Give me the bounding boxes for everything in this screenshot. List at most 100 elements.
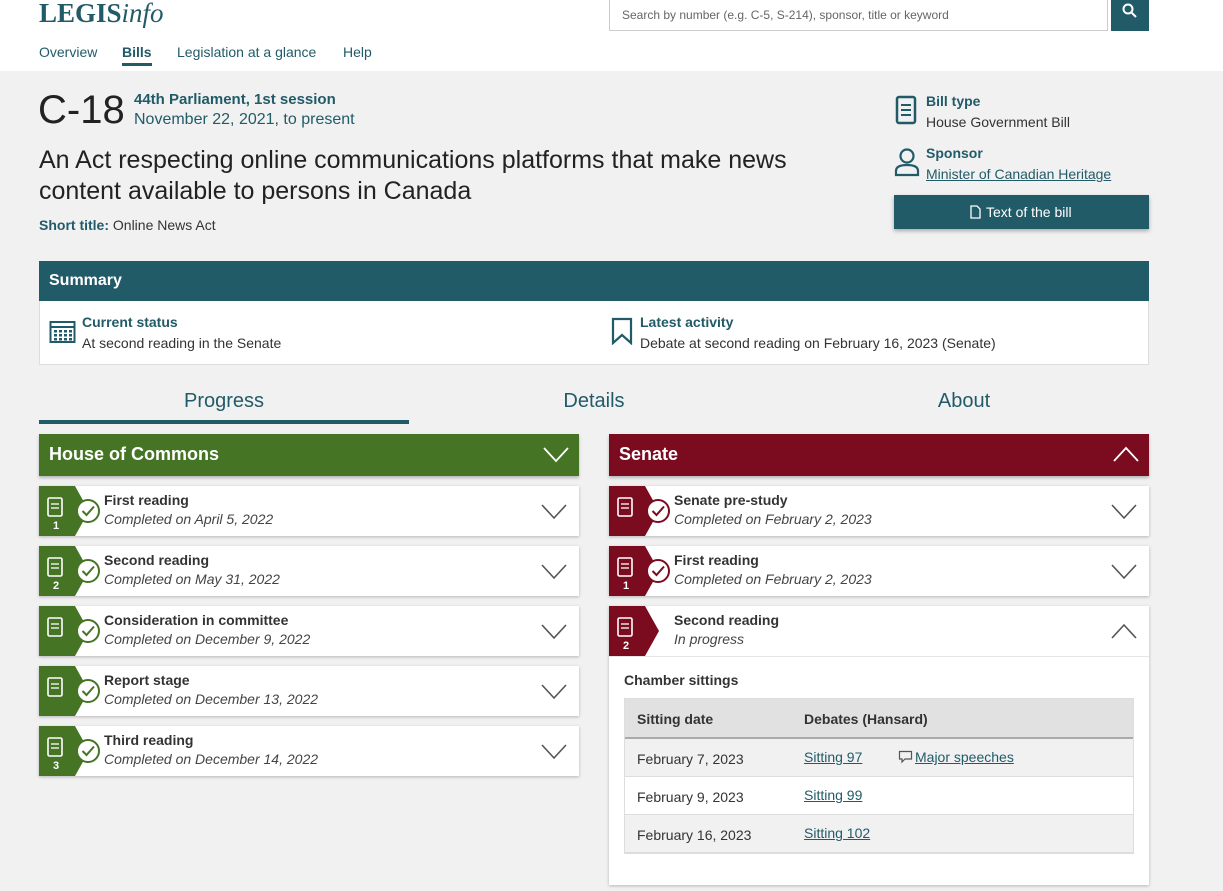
bill-title: An Act respecting online communications … [39, 146, 787, 205]
bill-type-icon [895, 95, 917, 125]
chamber-header[interactable]: Senate [609, 434, 1149, 476]
search-icon [1122, 3, 1137, 18]
sponsor-icon [894, 148, 920, 177]
stage-badge [39, 726, 100, 776]
stage-number: 2 [623, 640, 630, 652]
sponsor-label: Sponsor [926, 145, 983, 161]
stage-status: Completed on February 2, 2023 [674, 571, 872, 587]
stage-row[interactable]: Consideration in committee Completed on D… [39, 606, 579, 656]
current-status-label: Current status [82, 314, 178, 330]
session: 44th Parliament, 1st session [134, 91, 336, 108]
collapse-icon [1111, 623, 1137, 639]
latest-activity: Debate at second reading on February 16,… [640, 335, 996, 351]
stage-row[interactable]: 1 First reading Completed on April 5, 2022 [39, 486, 579, 536]
text-button[interactable]: Text of the bill [894, 195, 1149, 229]
collapse-icon [1113, 446, 1139, 462]
stage-title: First reading [104, 492, 189, 508]
tab[interactable]: About [937, 390, 991, 412]
stage-status: Completed on February 2, 2023 [674, 511, 872, 527]
text-button-label: Text of the bill [986, 204, 1072, 220]
nav-link[interactable]: Legislation at a glance [177, 44, 317, 60]
sitting-link[interactable]: Sitting 97 [804, 749, 863, 765]
chamber-title: Senate [619, 444, 679, 464]
stage-number: 1 [623, 580, 630, 592]
stage-row[interactable]: 2 Second reading In progress Chamber sittin… [609, 606, 1149, 885]
stage-number: 2 [53, 580, 60, 592]
stage-badge [39, 606, 100, 656]
logo-italic: info [121, 0, 164, 28]
short-title: Short title: Online News Act [39, 217, 216, 233]
stage-title: Report stage [104, 672, 190, 688]
sitting-date: February 9, 2023 [637, 789, 744, 805]
speeches-link[interactable]: Major speeches [915, 749, 1014, 765]
stage-row[interactable]: Senate pre-study Completed on February 2,… [609, 486, 1149, 536]
sitting-date: February 7, 2023 [637, 751, 744, 767]
short-title-label: Short title: [39, 217, 109, 233]
logo[interactable]: LEGISinfo [39, 0, 164, 29]
stage-row[interactable]: 1 First reading Completed on February 2, 2… [609, 546, 1149, 596]
stage-title: Senate pre-study [674, 492, 788, 508]
column-header: Sitting date [637, 711, 714, 727]
stage-number: 1 [53, 520, 60, 532]
stage-title: First reading [674, 552, 759, 568]
doc-icon [970, 205, 981, 219]
latest-activity-label: Latest activity [640, 314, 734, 330]
nav-link[interactable]: Bills [122, 44, 152, 66]
expand-icon [541, 564, 567, 580]
expand-icon [541, 504, 567, 520]
stage-badge [609, 606, 659, 656]
stage-row[interactable]: 2 Second reading Completed on May 31, 2022 [39, 546, 579, 596]
stage-status: Completed on April 5, 2022 [104, 511, 274, 527]
nav-link[interactable]: Help [343, 44, 372, 60]
chamber-header[interactable]: House of Commons [39, 434, 579, 476]
stage-status: Completed on December 9, 2022 [104, 631, 311, 647]
search-button[interactable] [1111, 0, 1149, 31]
expand-icon [543, 447, 569, 463]
sitting-date: February 16, 2023 [637, 827, 752, 843]
search-input[interactable]: Search by number (e.g. C-5, S-214), spon… [609, 0, 1108, 31]
bill-type: House Government Bill [926, 114, 1070, 130]
expand-icon [1111, 564, 1137, 580]
short-title-value: Online News Act [112, 217, 216, 233]
stage-status: Completed on December 14, 2022 [104, 751, 319, 767]
logo-bold: LEGIS [39, 0, 122, 28]
tab[interactable]: Details [563, 390, 625, 412]
stage-badge [39, 486, 100, 536]
stage-status: Completed on May 31, 2022 [104, 571, 280, 587]
bill-type-label: Bill type [926, 93, 981, 109]
table-row: February 9, 2023 Sitting 99 [625, 777, 1133, 815]
stage-title: Consideration in committee [104, 612, 289, 628]
sitting-link[interactable]: Sitting 102 [804, 825, 871, 841]
current-status: At second reading in the Senate [82, 335, 282, 351]
column-header: Debates (Hansard) [804, 711, 928, 727]
expand-icon [541, 684, 567, 700]
stage-title: Second reading [104, 552, 210, 568]
table-row: February 16, 2023 Sitting 102 [625, 815, 1133, 853]
sponsor[interactable]: Minister of Canadian Heritage [926, 166, 1112, 182]
sittings-heading: Chamber sittings [624, 672, 739, 688]
stage-row[interactable]: 3 Third reading Completed on December 14, … [39, 726, 579, 776]
divider [609, 656, 1149, 657]
stage-title: Third reading [104, 732, 194, 748]
expand-icon [1111, 504, 1137, 520]
chamber-title: House of Commons [49, 444, 220, 464]
tab[interactable]: Progress [39, 390, 409, 424]
stage-row[interactable]: Report stage Completed on December 13, 20… [39, 666, 579, 716]
summary-header: Summary [39, 261, 1149, 301]
summary-body [39, 301, 1149, 365]
speech-icon [898, 750, 913, 764]
nav-link[interactable]: Overview [39, 44, 98, 60]
stage-badge [609, 486, 670, 536]
bookmark-icon [611, 317, 633, 345]
stage-status: In progress [674, 631, 745, 647]
sitting-link[interactable]: Sitting 99 [804, 787, 863, 803]
table-row: February 7, 2023 Sitting 97 Major speeches [625, 739, 1133, 777]
stage-badge [609, 546, 670, 596]
stage-badge [39, 546, 100, 596]
sittings-table: Sitting date Debates (Hansard) February 7,… [624, 698, 1134, 854]
stage-status: Completed on December 13, 2022 [104, 691, 319, 707]
table-header [625, 699, 1133, 739]
bill-number: C-18 [38, 88, 125, 132]
stage-number: 3 [53, 760, 60, 772]
